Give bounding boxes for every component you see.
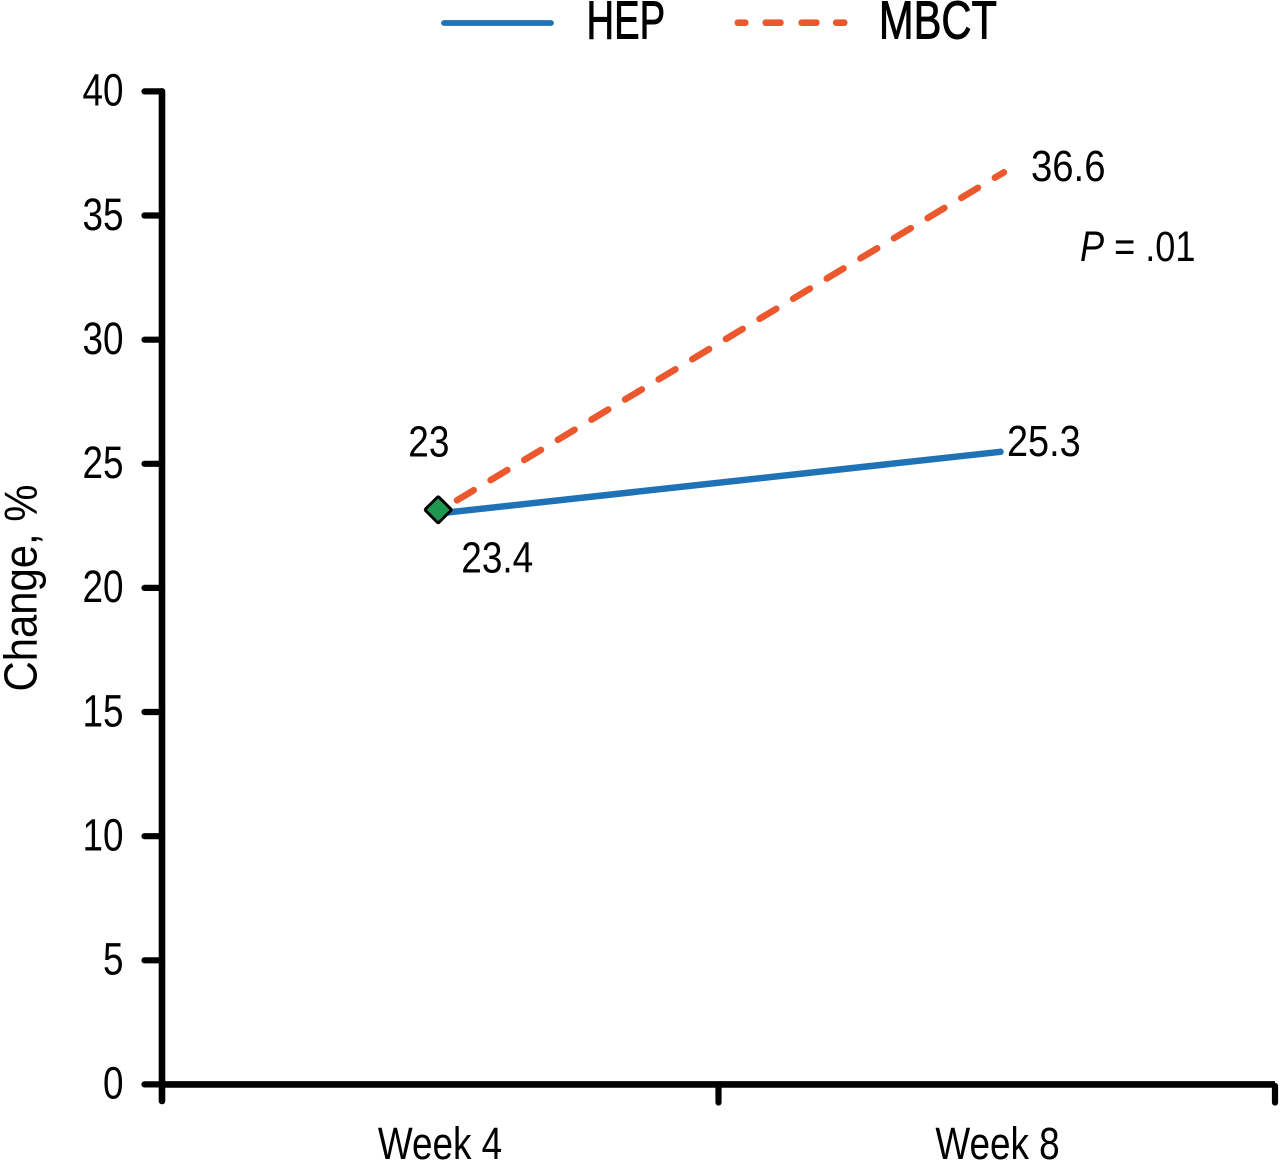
svg-text:Week 4: Week 4 — [378, 1119, 502, 1161]
svg-text:10: 10 — [82, 810, 123, 860]
svg-text:23: 23 — [408, 416, 449, 466]
svg-text:40: 40 — [82, 65, 123, 115]
svg-text:MBCT: MBCT — [879, 0, 997, 51]
svg-text:0: 0 — [103, 1058, 124, 1108]
svg-text:36.6: 36.6 — [1031, 142, 1105, 191]
svg-text:P = .01: P = .01 — [1080, 223, 1195, 271]
svg-text:30: 30 — [82, 314, 123, 364]
svg-text:20: 20 — [82, 562, 123, 612]
svg-text:HEP: HEP — [587, 0, 666, 50]
svg-text:25: 25 — [82, 438, 123, 488]
svg-text:25.3: 25.3 — [1007, 417, 1081, 466]
svg-text:23.4: 23.4 — [461, 533, 533, 583]
svg-text:Change, %: Change, % — [0, 485, 47, 692]
svg-text:Week 8: Week 8 — [935, 1119, 1059, 1161]
svg-text:5: 5 — [103, 934, 124, 984]
svg-text:35: 35 — [82, 189, 123, 239]
svg-text:15: 15 — [82, 686, 123, 736]
